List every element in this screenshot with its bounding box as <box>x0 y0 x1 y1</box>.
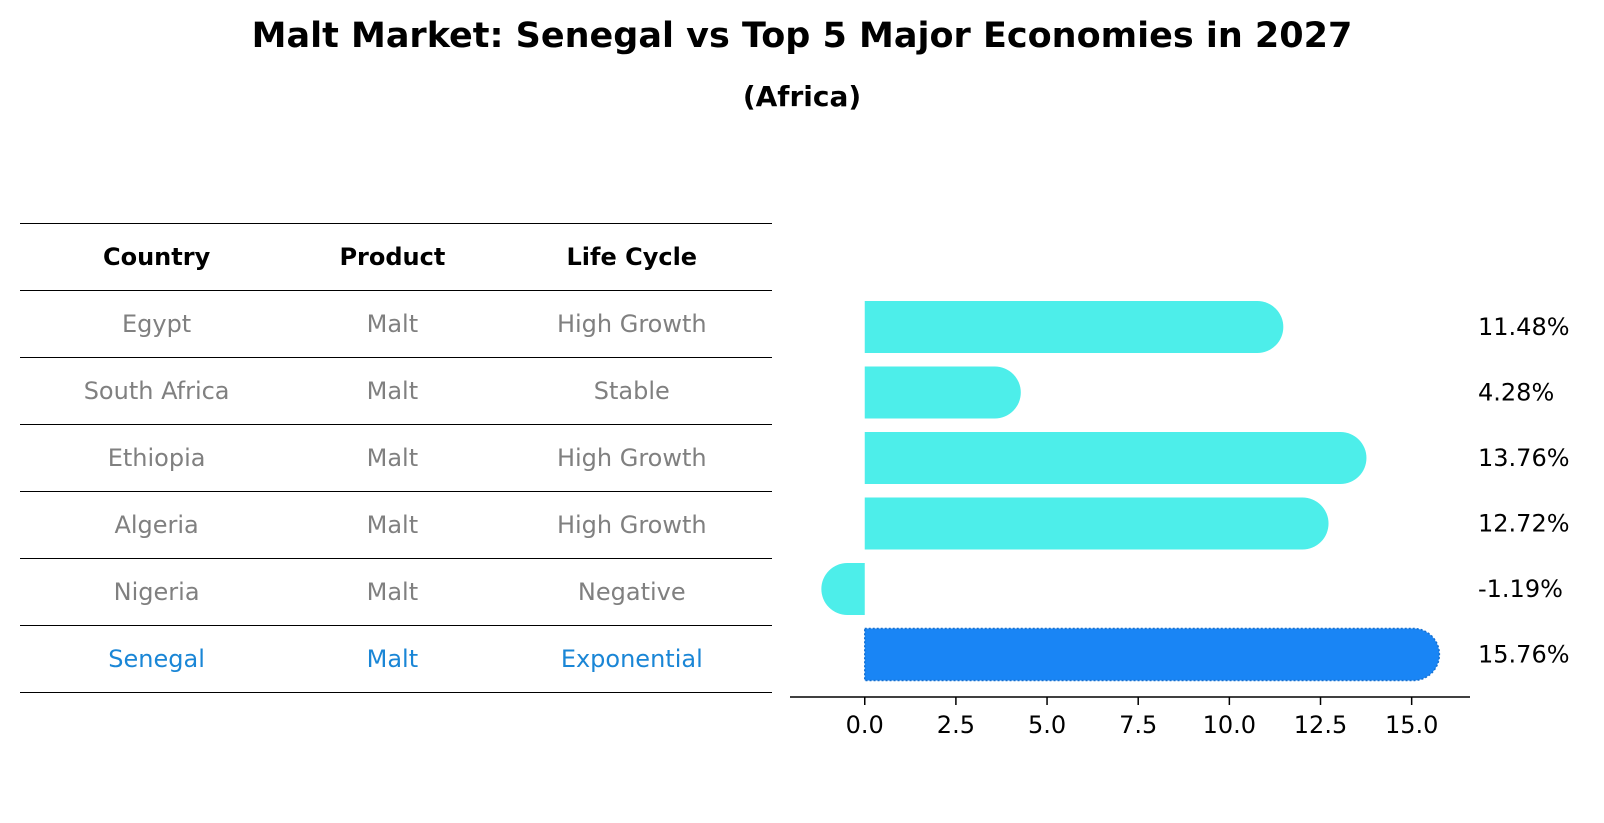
header-product: Product <box>293 223 492 291</box>
header-life-cycle: Life Cycle <box>491 223 772 291</box>
data-label: 12.72% <box>1478 510 1570 538</box>
x-tick-label: 5.0 <box>1028 711 1066 739</box>
cell-country: Egypt <box>20 290 294 358</box>
table-row: Egypt Malt High Growth <box>20 290 772 358</box>
data-label: 11.48% <box>1478 313 1570 341</box>
cell-country: Senegal <box>20 625 294 693</box>
bar-senegal <box>863 627 1441 682</box>
data-label: 13.76% <box>1478 444 1570 472</box>
bar-nigeria <box>821 563 865 615</box>
x-tick-label: 10.0 <box>1203 711 1256 739</box>
table-row-highlight: Senegal Malt Exponential <box>20 625 772 693</box>
cell-life-cycle: High Growth <box>491 424 772 492</box>
table-row: Nigeria Malt Negative <box>20 558 772 626</box>
chart-subtitle: (Africa) <box>742 80 862 113</box>
header-country: Country <box>20 223 294 291</box>
cell-life-cycle: Stable <box>491 357 772 425</box>
table-row: South Africa Malt Stable <box>20 357 772 425</box>
x-tick-label: 0.0 <box>846 711 884 739</box>
cell-product: Malt <box>293 357 492 425</box>
table-row: Ethiopia Malt High Growth <box>20 424 772 492</box>
cell-country: Ethiopia <box>20 424 294 492</box>
data-label: 4.28% <box>1478 379 1554 407</box>
table-row: Algeria Malt High Growth <box>20 491 772 559</box>
cell-country: Nigeria <box>20 558 294 626</box>
chart-title: Malt Market: Senegal vs Top 5 Major Econ… <box>251 16 1353 56</box>
cell-product: Malt <box>293 491 492 559</box>
bar-algeria <box>864 497 1329 550</box>
x-tick-label: 7.5 <box>1119 711 1157 739</box>
cell-product: Malt <box>293 625 492 693</box>
cell-product: Malt <box>293 424 492 492</box>
data-label: 15.76% <box>1478 641 1570 669</box>
cell-product: Malt <box>293 290 492 358</box>
bar-egypt <box>864 301 1284 353</box>
cell-life-cycle: High Growth <box>491 290 772 358</box>
comparison-table: Country Product Life Cycle Egypt Malt Hi… <box>20 223 772 693</box>
x-tick-label: 12.5 <box>1294 711 1347 739</box>
cell-life-cycle: High Growth <box>491 491 772 559</box>
data-label: -1.19% <box>1478 575 1563 603</box>
cell-product: Malt <box>293 558 492 626</box>
cell-life-cycle: Negative <box>491 558 772 626</box>
cell-life-cycle: Exponential <box>491 625 772 693</box>
bar-ethiopia <box>864 432 1367 484</box>
bar-south-africa <box>864 366 1021 419</box>
cell-country: Algeria <box>20 491 294 559</box>
x-tick-label: 15.0 <box>1385 711 1438 739</box>
table-header-row: Country Product Life Cycle <box>20 223 772 291</box>
cell-country: South Africa <box>20 357 294 425</box>
x-tick-label: 2.5 <box>937 711 975 739</box>
